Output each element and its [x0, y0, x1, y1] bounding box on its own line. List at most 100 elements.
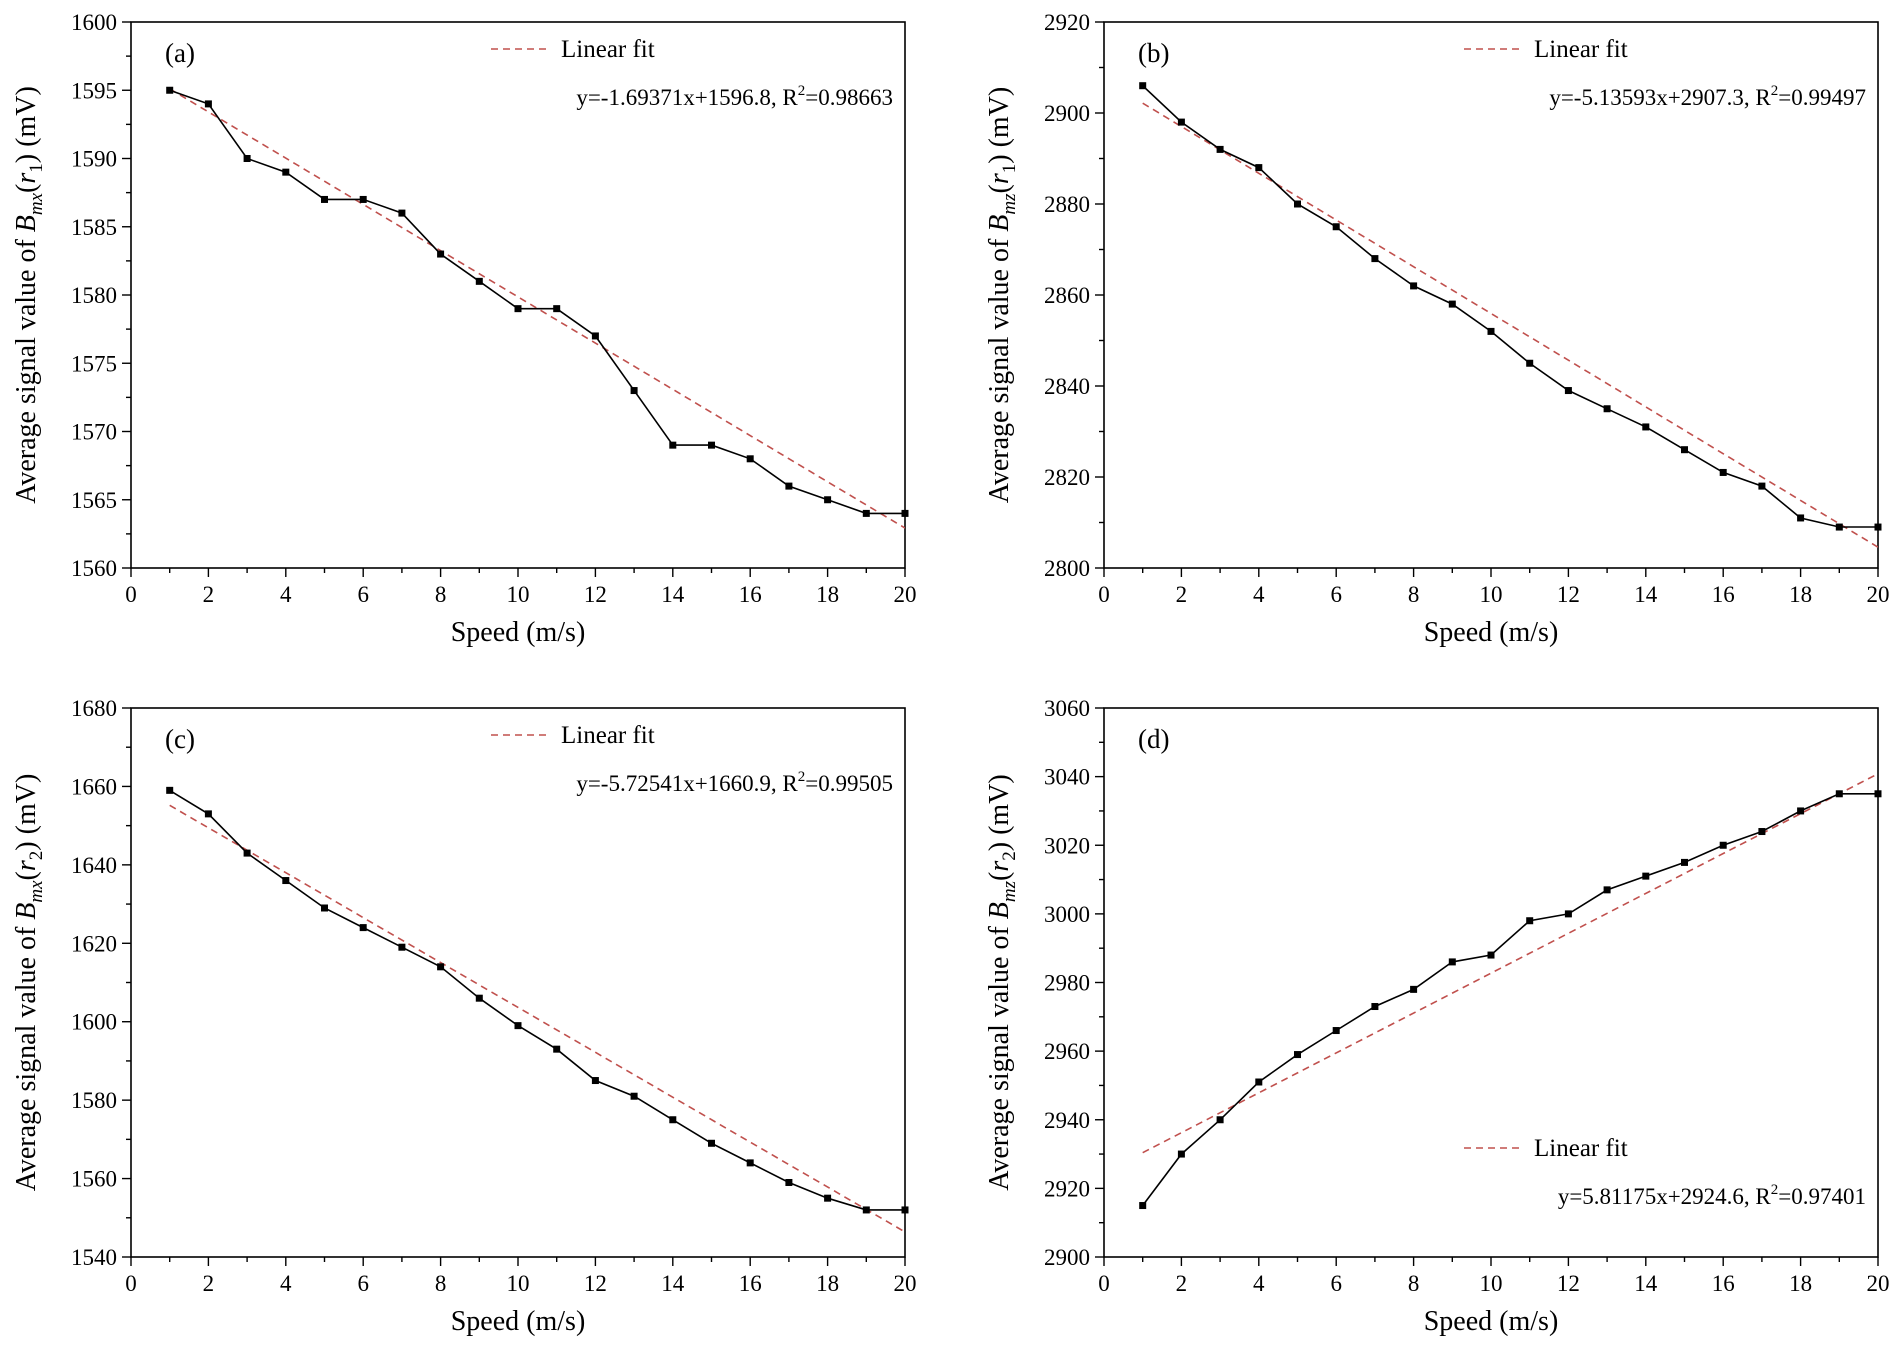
x-tick-label: 8 [435, 582, 447, 607]
fit-equation-main: y=-1.69371x+1596.8, R [576, 85, 798, 110]
y-tick-label: 1570 [71, 420, 117, 445]
series-line [169, 789, 905, 1211]
chart-panel-3: 0 2 4 6 8 10 12 14 16 18 20 1540 1560 1580 1600 1620 164… [11, 696, 917, 1337]
x-tick-label: 2 [1176, 1271, 1188, 1296]
data-point [1642, 872, 1650, 880]
linear-fit-line [169, 804, 905, 1233]
chart-panel-2: 0 2 4 6 8 10 12 14 16 18 2028002820284028602880290… [984, 10, 1890, 648]
data-point [746, 1159, 754, 1167]
data-point [901, 509, 909, 517]
data-point [746, 455, 754, 463]
y-axis-title-suffix: (mV) [984, 774, 1015, 842]
y-tick-label: 1660 [71, 774, 117, 799]
data-point [1294, 200, 1301, 208]
data-point [1139, 1202, 1147, 1210]
data-point [1564, 910, 1572, 918]
x-tick-label: 10 [1480, 582, 1503, 607]
data-point [475, 277, 483, 285]
data-point [1719, 841, 1727, 849]
data-point [1719, 468, 1727, 476]
x-tick-label: 6 [1330, 582, 1342, 607]
y-axis-title-arg-sub: 1 [999, 164, 1020, 174]
fit-equation-sup: 2 [1771, 83, 1779, 99]
x-tick-label: 8 [1408, 1271, 1420, 1296]
y-tick-label: 2800 [1044, 556, 1090, 581]
data-point [321, 195, 328, 203]
data-point [1216, 1116, 1224, 1124]
y-axis-title: Average signal value of Bmz(r1) (mV) [984, 87, 1020, 504]
data-point [553, 1045, 561, 1053]
y-tick-label: 3000 [1044, 902, 1090, 927]
y-axis-title-prefix: Average signal value of [984, 232, 1015, 504]
data-point [1797, 514, 1805, 522]
x-tick-label: 14 [1634, 582, 1658, 607]
fit-equation-sup: 2 [798, 769, 806, 785]
y-tick-label: 1565 [71, 488, 117, 513]
y-tick-label: 2840 [1044, 374, 1090, 399]
data-point [1371, 1003, 1379, 1011]
data-point [1410, 282, 1418, 290]
data-point [1526, 359, 1534, 367]
y-axis-title-suffix: (mV) [11, 774, 42, 842]
x-axis-title: Speed (m/s) [451, 617, 586, 648]
y-axis-title-paren-close: ) [984, 842, 1015, 851]
x-tick-label: 14 [661, 582, 685, 607]
linear-fit-line [169, 88, 905, 529]
x-tick-label: 6 [357, 582, 369, 607]
panel-label: (d) [1138, 724, 1169, 754]
y-axis-title-arg-sub: 2 [999, 851, 1020, 861]
y-axis-title-arg: r [11, 860, 42, 871]
data-point [1487, 951, 1495, 959]
y-tick-label: 1595 [71, 78, 117, 103]
data-point [1371, 255, 1379, 263]
data-point [1255, 1078, 1263, 1086]
data-point [1564, 387, 1572, 395]
data-point [204, 810, 212, 818]
y-axis-title-sub: mz [999, 880, 1020, 902]
fit-equation: y=-5.13593x+2907.3, R2=0.99497 [1549, 83, 1866, 110]
y-axis-title-var: B [984, 215, 1015, 232]
data-point [437, 250, 445, 258]
y-axis-title-suffix: (mV) [11, 86, 42, 154]
chart-panel-1: 0 2 4 6 8 10 12 14 16 18 2015601565157015751580158… [11, 10, 917, 648]
y-tick-label: 1680 [71, 696, 117, 721]
data-point [1448, 958, 1456, 966]
y-tick-label: 1600 [71, 1010, 117, 1035]
x-tick-label: 0 [125, 582, 137, 607]
data-point [1526, 917, 1534, 925]
y-axis-title-paren-open: ( [11, 184, 42, 193]
x-tick-label: 16 [1712, 582, 1735, 607]
x-tick-label: 20 [1867, 1271, 1890, 1296]
y-axis-title-sub: mx [26, 192, 47, 215]
x-tick-label: 16 [1712, 1271, 1735, 1296]
y-axis-title: Average signal value of Bmx(r2) (mV) [11, 774, 47, 1192]
data-point [437, 963, 445, 971]
legend-label-linear-fit: Linear fit [561, 722, 655, 749]
x-axis-title: Speed (m/s) [1424, 617, 1559, 648]
data-point [669, 441, 677, 449]
plot-frame [1103, 707, 1879, 1258]
data-point [359, 195, 367, 203]
y-axis-title-paren-open: ( [984, 872, 1015, 881]
data-point [591, 1077, 599, 1085]
y-axis-title: Average signal value of Bmx(r1) (mV) [11, 86, 47, 504]
y-tick-label: 2860 [1044, 283, 1090, 308]
y-axis-title-suffix: (mV) [984, 87, 1015, 155]
data-point [1332, 223, 1340, 231]
x-tick-label: 2 [203, 582, 215, 607]
data-point [1681, 446, 1688, 454]
x-tick-label: 20 [894, 1271, 917, 1296]
x-tick-label: 18 [816, 582, 839, 607]
y-tick-label: 2880 [1044, 192, 1090, 217]
data-point [1332, 1027, 1340, 1035]
panel-label: (c) [165, 724, 195, 754]
data-point [1797, 807, 1805, 815]
data-point [553, 305, 561, 313]
y-tick-label: 1580 [71, 1088, 117, 1113]
data-point [785, 482, 793, 490]
data-point [1681, 858, 1688, 866]
x-tick-label: 4 [1253, 582, 1265, 607]
fit-equation-tail: =0.98663 [805, 85, 893, 110]
x-tick-label: 10 [507, 582, 530, 607]
